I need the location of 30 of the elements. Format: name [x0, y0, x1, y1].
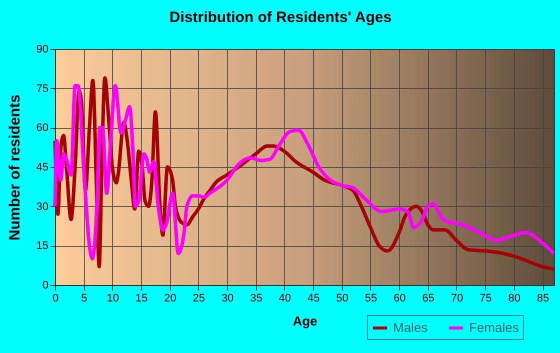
chart-title: Distribution of Residents' Ages — [169, 9, 392, 26]
x-tick-label: 70 — [450, 292, 464, 304]
y-tick-label: 75 — [36, 82, 48, 95]
x-tick-label: 30 — [221, 292, 234, 304]
y-tick-label: 15 — [36, 240, 48, 252]
x-axis-title: Age — [292, 314, 318, 328]
x-tick-label: 5 — [81, 292, 88, 304]
y-tick-label: 30 — [36, 200, 48, 213]
x-tick-label: 35 — [250, 292, 262, 304]
x-tick-label: 75 — [480, 292, 492, 304]
y-axis-title: Number of residents — [6, 94, 24, 240]
y-tick-label: 60 — [36, 122, 48, 134]
x-tick-label: 60 — [394, 292, 406, 304]
x-tick-label: 80 — [508, 292, 520, 304]
y-tick-label: 45 — [36, 162, 48, 174]
x-tick-label: 45 — [307, 292, 320, 304]
x-tick-label: 85 — [536, 292, 550, 304]
x-tick-label: 10 — [106, 292, 119, 304]
x-tick-label: 15 — [135, 292, 148, 304]
x-tick-label: 20 — [164, 292, 176, 304]
legend-label: Females — [469, 320, 520, 335]
x-tick-label: 25 — [192, 292, 206, 304]
x-tick-label: 50 — [336, 292, 348, 304]
x-tick-label: 55 — [364, 292, 378, 304]
x-tick-label: 65 — [422, 292, 434, 304]
x-tick-label: 0 — [52, 292, 59, 304]
y-tick-label: 90 — [36, 44, 48, 56]
x-tick-label: 40 — [278, 292, 292, 304]
legend-label: Males — [393, 320, 428, 335]
y-tick-label: 0 — [42, 280, 48, 292]
